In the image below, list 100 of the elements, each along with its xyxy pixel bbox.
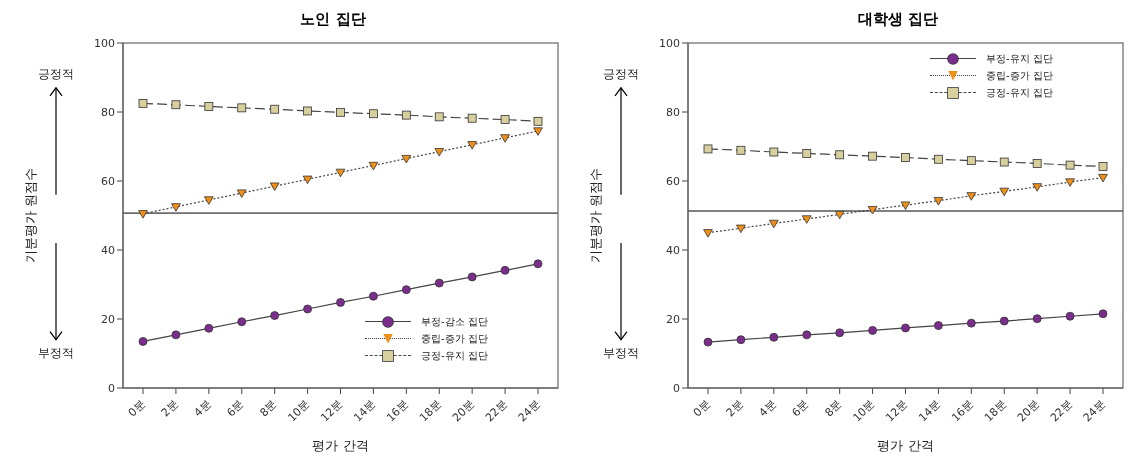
- legend-label: 중립-증가 집단: [421, 331, 488, 346]
- point: [900, 201, 911, 210]
- point: [934, 154, 943, 164]
- point: [500, 115, 510, 124]
- point: [336, 298, 345, 307]
- text: 긍정적: [38, 66, 74, 81]
- point: [868, 151, 877, 161]
- point: [401, 154, 412, 164]
- point: [270, 104, 280, 114]
- point: [999, 157, 1009, 167]
- point: [703, 144, 713, 154]
- point: [467, 141, 477, 150]
- point: [1032, 159, 1042, 168]
- point: [867, 206, 878, 215]
- chart-title: 노인 집단: [299, 9, 367, 30]
- point: [834, 210, 845, 220]
- point: [401, 110, 411, 120]
- y-tick-label: 80: [666, 105, 680, 119]
- point: [769, 332, 779, 342]
- point: [736, 335, 746, 345]
- legend-label: 중립-증가 집단: [986, 68, 1053, 83]
- point: [335, 168, 346, 178]
- point: [901, 323, 910, 333]
- point: [868, 325, 877, 335]
- point: [204, 102, 214, 111]
- point: [1065, 160, 1075, 170]
- x-tick-label: 2분: [158, 397, 181, 420]
- chart-title: 대학생 집단: [856, 9, 940, 30]
- point: [336, 107, 345, 117]
- point: [533, 127, 543, 136]
- point: [769, 219, 779, 229]
- point: [835, 328, 845, 338]
- point: [736, 145, 746, 155]
- point: [533, 259, 543, 269]
- point: [736, 224, 746, 234]
- point: [171, 203, 181, 212]
- point: [802, 149, 812, 158]
- x-tick-label: 0분: [690, 397, 713, 420]
- point: [467, 113, 477, 123]
- point: [1032, 314, 1042, 324]
- y-axis-title: 기분평가 원점수: [587, 167, 603, 264]
- point: [769, 147, 779, 157]
- point: [966, 192, 977, 201]
- point: [933, 197, 944, 206]
- point: [369, 291, 378, 301]
- y-tick-label: 100: [659, 36, 680, 50]
- point: [1032, 183, 1042, 192]
- point: [369, 109, 378, 119]
- text: 부정적: [603, 345, 639, 360]
- point: [237, 103, 247, 113]
- point: [1098, 173, 1108, 183]
- point: [171, 100, 181, 110]
- y-tick-label: 80: [101, 105, 115, 119]
- point: [302, 175, 313, 185]
- legend-label: 긍정-유지 집단: [986, 85, 1053, 100]
- y-tick-label: 20: [666, 312, 680, 326]
- x-tick-label: 4분: [191, 397, 214, 420]
- point: [270, 311, 280, 320]
- point: [1065, 311, 1075, 321]
- point: [500, 265, 510, 275]
- y-tick-label: 40: [666, 243, 680, 257]
- x-tick-label: 2분: [723, 397, 746, 420]
- legend-label: 부정-감소 집단: [421, 314, 488, 329]
- point: [1065, 178, 1075, 187]
- point: [401, 285, 411, 295]
- point: [236, 189, 247, 198]
- x-axis-title: 평가 간격: [877, 438, 934, 453]
- x-tick-label: 8분: [257, 397, 280, 420]
- point: [966, 318, 976, 328]
- point: [434, 112, 444, 122]
- point: [467, 272, 477, 282]
- point: [171, 330, 181, 340]
- point: [138, 98, 148, 108]
- y-tick-label: 40: [101, 243, 115, 257]
- y-tick-label: 60: [101, 174, 115, 188]
- point: [801, 215, 812, 224]
- point: [269, 182, 280, 191]
- point: [934, 321, 943, 330]
- point: [999, 187, 1010, 197]
- legend-label: 부정-유지 집단: [986, 51, 1053, 66]
- x-tick-label: 6분: [789, 397, 812, 420]
- text: 부정적: [38, 345, 74, 360]
- point: [966, 156, 976, 166]
- point: [434, 278, 444, 288]
- y-tick-label: 60: [666, 174, 680, 188]
- point: [303, 304, 312, 314]
- point: [434, 148, 445, 157]
- y-axis-title: 기분평가 원점수: [22, 167, 38, 264]
- x-tick-label: 6분: [224, 397, 247, 420]
- x-tick-label: 0분: [125, 397, 148, 420]
- x-tick-label: 8분: [822, 397, 845, 420]
- point: [835, 150, 845, 160]
- y-tick-label: 100: [94, 36, 115, 50]
- y-tick-label: 0: [673, 381, 680, 395]
- point: [500, 134, 510, 143]
- point: [533, 116, 543, 126]
- point: [138, 337, 148, 346]
- x-axis-title: 평가 간격: [312, 438, 369, 453]
- text: 긍정적: [603, 66, 639, 81]
- point: [204, 196, 214, 205]
